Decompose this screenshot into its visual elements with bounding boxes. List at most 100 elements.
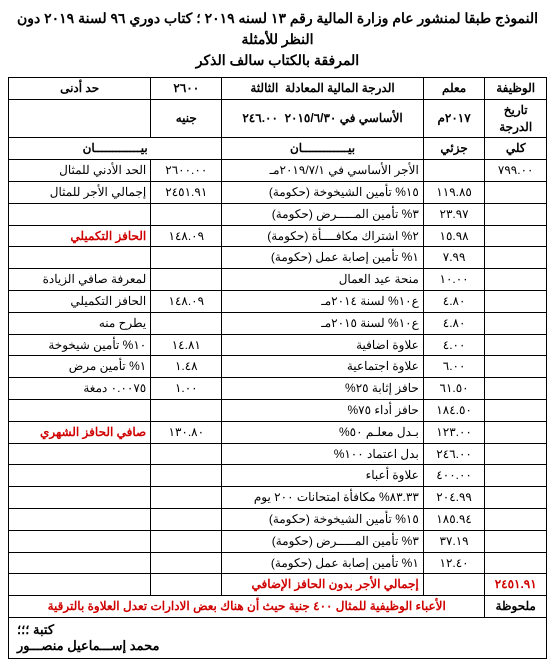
sig-line-1: كتبة ؛؛؛ (17, 622, 538, 638)
amt-left: ١٤٨.٠٩ (151, 290, 222, 312)
title-line-2: المرفقة بالكتاب سالف الذكر (8, 50, 547, 71)
desc-right: إجمالي الأجر بدون الحافز الإضافي (222, 574, 423, 596)
amt-part: ٦١.٥٠ (423, 378, 485, 400)
amt-left (151, 552, 222, 574)
main-table: الوظيفة معلم الدرجة المالية المعادلة الث… (8, 77, 547, 618)
amt-whole (485, 465, 547, 487)
amt-part: ١٢٣.٠٠ (423, 421, 485, 443)
amt-whole (485, 487, 547, 509)
hdr-job-label: الوظيفة (485, 78, 547, 100)
amt-part: ١٨٤.٥٠ (423, 399, 485, 421)
amt-part: ٣٧.١٩ (423, 530, 485, 552)
desc-right: علاوة اجتماعية (222, 356, 423, 378)
amt-whole (485, 378, 547, 400)
desc-left: ١% تأمين مرض (9, 356, 151, 378)
amt-whole (485, 530, 547, 552)
amt-left: ١.٤٨ (151, 356, 222, 378)
amt-whole (485, 508, 547, 530)
amt-left (151, 399, 222, 421)
note-text: الأعباء الوظيفية للمثال ٤٠٠ جنية حيث أن … (9, 596, 485, 618)
title-line-1: النموذج طبقا لمنشور عام وزارة المالية رق… (8, 8, 547, 50)
amt-left: ٢٦٠٠.٠٠ (151, 160, 222, 182)
hdr-min-label: حد أدنى (9, 78, 151, 100)
desc-left (9, 465, 151, 487)
hdr-basic: الأساسي في ٢٠١٥/٦/٣٠ ٢٤٦.٠٠ (222, 99, 423, 138)
desc-right: ٨٣.٣٣% مكافأة امتحانات ٢٠٠ يوم (222, 487, 423, 509)
desc-right: علاوة اضافية (222, 334, 423, 356)
desc-right: ع١٠% لسنة ٢٠١٤مـ (222, 290, 423, 312)
desc-left: ٠.٠٠٧٥ دمغة (9, 378, 151, 400)
desc-left: إجمالي الأجر للمثال (9, 181, 151, 203)
desc-left (9, 552, 151, 574)
desc-left (9, 247, 151, 269)
amt-whole (485, 181, 547, 203)
amt-whole: ٧٩٩.٠٠ (485, 160, 547, 182)
desc-left: الحافز التكميلي (9, 225, 151, 247)
desc-left (9, 530, 151, 552)
amt-left (151, 443, 222, 465)
amt-part: ٤٠٠.٠٠ (423, 465, 485, 487)
amt-part: ٤.٨٠ (423, 290, 485, 312)
amt-part: ٢٠٤.٩٩ (423, 487, 485, 509)
amt-part: ٦.٠٠ (423, 356, 485, 378)
col-whole: كلي (485, 138, 547, 160)
desc-left: لمعرفة صافي الزيادة (9, 269, 151, 291)
desc-left: الحافز التكميلي (9, 290, 151, 312)
amt-left: ١.٠٠ (151, 378, 222, 400)
hdr-min-unit: جنيه (151, 99, 222, 138)
col-part: جزئي (423, 138, 485, 160)
desc-right: ٣% تأمين المـــــرض (حكومة) (222, 203, 423, 225)
amt-part: ١٥.٩٨ (423, 225, 485, 247)
amt-left (151, 247, 222, 269)
amt-part: ١٨٥.٩٤ (423, 508, 485, 530)
amt-whole (485, 290, 547, 312)
desc-left (9, 574, 151, 596)
amt-left: ١٤٨.٠٩ (151, 225, 222, 247)
amt-left (151, 530, 222, 552)
amt-part (423, 574, 485, 596)
amt-part (423, 160, 485, 182)
amt-whole (485, 247, 547, 269)
amt-left: ٢٤٥١.٩١ (151, 181, 222, 203)
amt-left (151, 487, 222, 509)
desc-left: يطرح منه (9, 312, 151, 334)
amt-part: ٢٣.٩٧ (423, 203, 485, 225)
amt-part: ١١٩.٨٥ (423, 181, 485, 203)
desc-right: ١٥% تأمين الشيخوخة (حكومة) (222, 508, 423, 530)
amt-part: ١٠.٠٠ (423, 269, 485, 291)
desc-right: ١% تأمين إصابة عمل (حكومة) (222, 552, 423, 574)
amt-part: ١٢.٤٠ (423, 552, 485, 574)
amt-whole (485, 269, 547, 291)
col-bayan-r: بيـــــــــــــان (222, 138, 423, 160)
desc-right: ٣% تأمين المـــــرض (حكومة) (222, 530, 423, 552)
amt-part: ٤.٠٠ (423, 334, 485, 356)
amt-whole (485, 334, 547, 356)
amt-whole: ٢٤٥١.٩١ (485, 574, 547, 596)
desc-right: علاوة أعباء (222, 465, 423, 487)
desc-left: صافي الحافز الشهري (9, 421, 151, 443)
hdr-grade: الدرجة المالية المعادلة الثالثة (222, 78, 423, 100)
amt-part: ٢٤٦.٠٠ (423, 443, 485, 465)
amt-left (151, 203, 222, 225)
hdr-date-value: ٢٠١٧م (423, 99, 485, 138)
hdr-date-label: تاريخ الدرجة (485, 99, 547, 138)
desc-left: الحد الأدني للمثال (9, 160, 151, 182)
amt-whole (485, 399, 547, 421)
amt-left (151, 312, 222, 334)
amt-left: ١٤.٨١ (151, 334, 222, 356)
amt-whole (485, 356, 547, 378)
amt-left (151, 269, 222, 291)
amt-whole (485, 225, 547, 247)
desc-left (9, 203, 151, 225)
amt-left: ١٣٠.٨٠ (151, 421, 222, 443)
desc-right: الأجر الأساسي في ٢٠١٩/٧/١مـ (222, 160, 423, 182)
amt-left (151, 465, 222, 487)
sig-line-2: محمد إســـماعيل منصـــور (17, 638, 538, 654)
desc-right: ع١٠% لسنة ٢٠١٥مـ (222, 312, 423, 334)
desc-right: منحة عيد العمال (222, 269, 423, 291)
desc-right: ١٥% تأمين الشيخوخة (حكومة) (222, 181, 423, 203)
desc-left: ١٠% تأمين شيخوخة (9, 334, 151, 356)
desc-right: حافز إثابة ٢٥% (222, 378, 423, 400)
data-body: ٧٩٩.٠٠ الأجر الأساسي في ٢٠١٩/٧/١مـ٢٦٠٠.٠٠… (9, 160, 547, 596)
desc-left (9, 399, 151, 421)
